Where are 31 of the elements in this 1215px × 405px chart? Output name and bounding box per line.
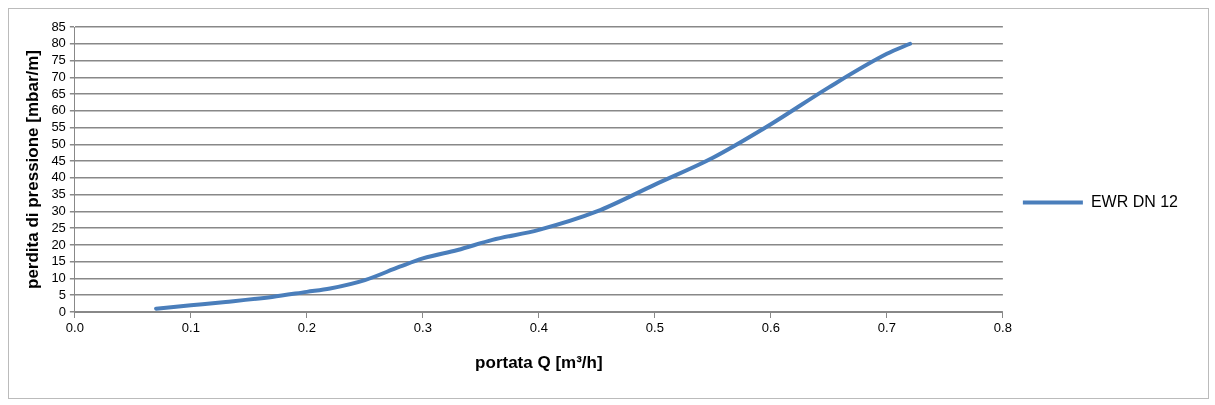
y-tick-label: 85 xyxy=(51,18,66,34)
x-tick-label: 0.3 xyxy=(413,320,432,336)
y-tick-label: 75 xyxy=(51,52,66,68)
legend-label: EWR DN 12 xyxy=(1090,192,1179,210)
y-tick-label: 35 xyxy=(51,186,66,202)
line-series xyxy=(154,41,913,311)
y-tick-label: 25 xyxy=(51,219,66,235)
x-tick-label: 0.8 xyxy=(993,320,1012,336)
x-tick-label: 0.5 xyxy=(645,320,664,336)
x-tick-label: 0.1 xyxy=(181,320,200,336)
x-tick-label: 0.7 xyxy=(877,320,896,336)
y-tick-label: 70 xyxy=(51,68,66,84)
y-tick-label: 55 xyxy=(51,119,66,135)
x-tick-label: 0.6 xyxy=(761,320,780,336)
y-tick-label: 15 xyxy=(51,253,66,269)
y-tick-label: 45 xyxy=(51,152,66,168)
x-tick-label: 0.2 xyxy=(297,320,316,336)
x-axis-title: portata Q [m³/h] xyxy=(475,353,603,373)
y-tick-label: 50 xyxy=(51,135,66,151)
y-tick-label: 0 xyxy=(58,303,66,319)
y-tick-label: 80 xyxy=(51,35,66,51)
x-tick-label: 0.0 xyxy=(65,320,84,336)
x-tick-label: 0.4 xyxy=(529,320,548,336)
y-tick-label: 20 xyxy=(51,236,66,252)
y-tick-label: 10 xyxy=(51,270,66,286)
y-axis-title: perdita di pressione [mbar/m] xyxy=(22,50,42,289)
y-tick-label: 60 xyxy=(51,102,66,118)
y-tick-label: 40 xyxy=(51,169,66,185)
y-tick-label: 30 xyxy=(51,202,66,218)
y-tick-label: 5 xyxy=(58,286,66,302)
y-tick-label: 65 xyxy=(51,85,66,101)
